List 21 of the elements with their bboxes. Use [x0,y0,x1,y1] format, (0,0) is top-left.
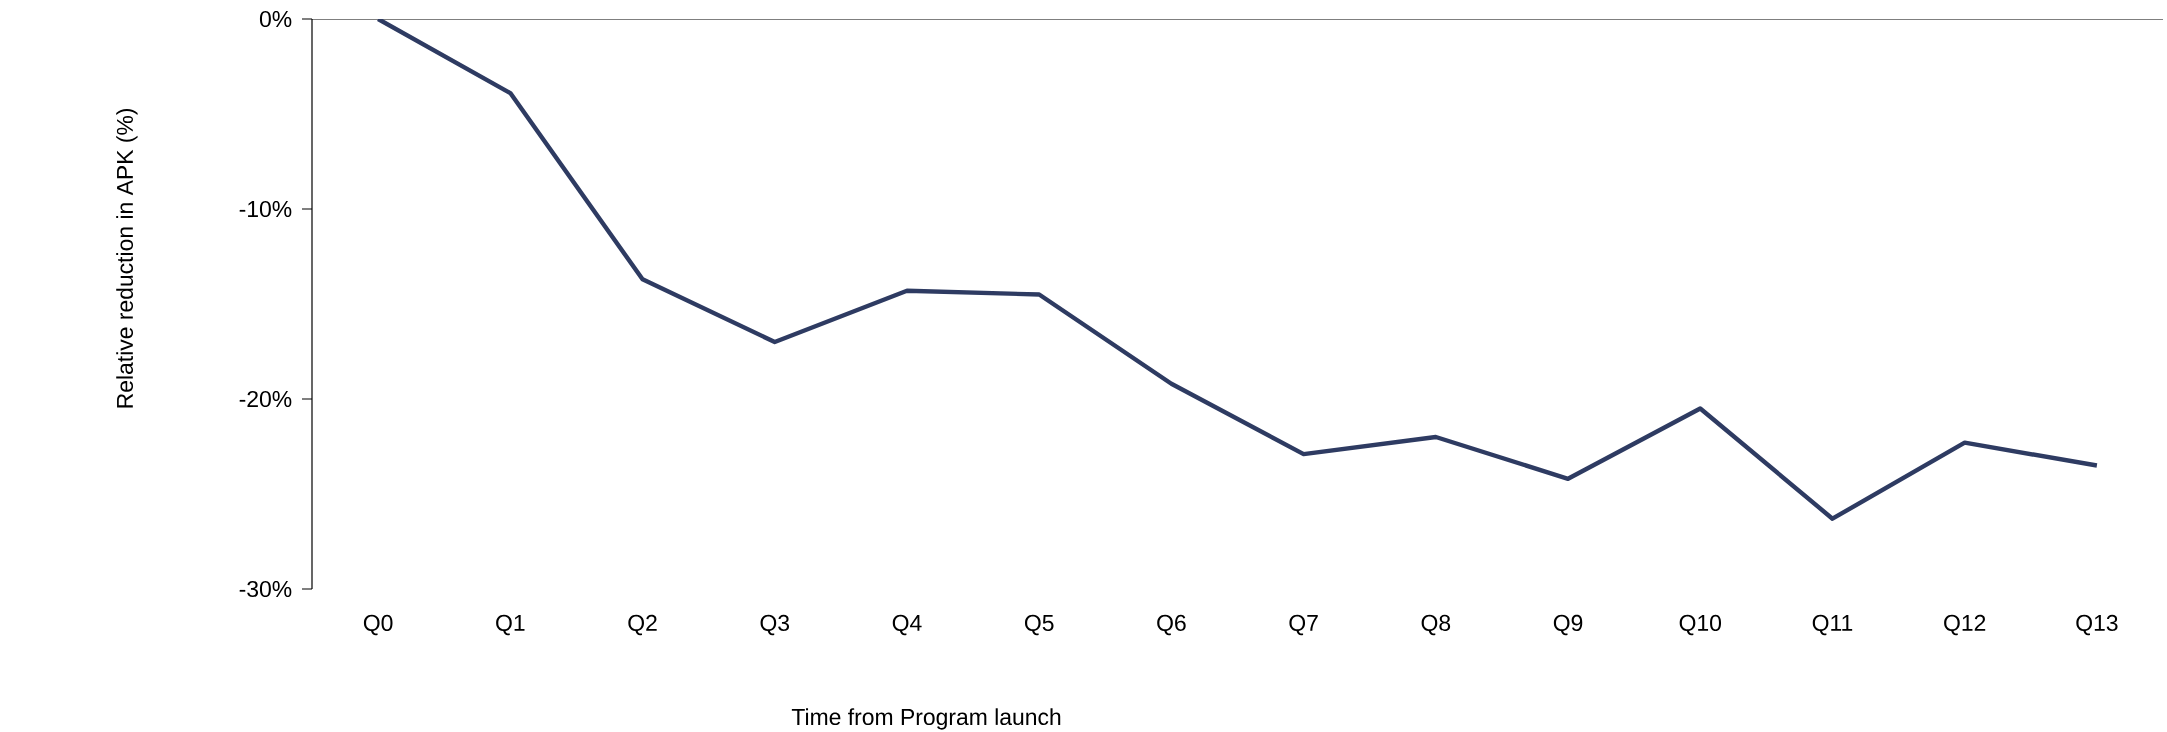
x-tick-label: Q7 [1289,614,1318,636]
x-tick-label: Q1 [496,614,525,636]
y-tick-label: -30% [239,580,292,598]
x-tick-label: Q4 [892,614,922,636]
x-tick-label: Q11 [1812,614,1853,636]
y-axis-title: Relative reduction in APK (%) [116,108,138,408]
y-tick-label: -20% [239,390,292,408]
x-tick-label: Q9 [1553,614,1583,636]
x-tick-label: Q2 [628,614,657,636]
line-series [375,19,2100,521]
x-axis-title: Time from Program launch [791,708,1061,730]
x-tick-label: Q12 [1944,614,1986,636]
x-tick-label: Q0 [363,614,393,636]
y-tick-label: 0% [259,10,292,28]
x-tick-label: Q5 [1024,614,1054,636]
x-tick-label: Q3 [760,614,790,636]
y-tick-label: -10% [239,200,292,218]
x-tick-label: Q8 [1421,614,1451,636]
x-tick-label: Q13 [2076,614,2118,636]
x-tick-label: Q10 [1679,614,1722,636]
x-tick-label: Q6 [1157,614,1186,636]
